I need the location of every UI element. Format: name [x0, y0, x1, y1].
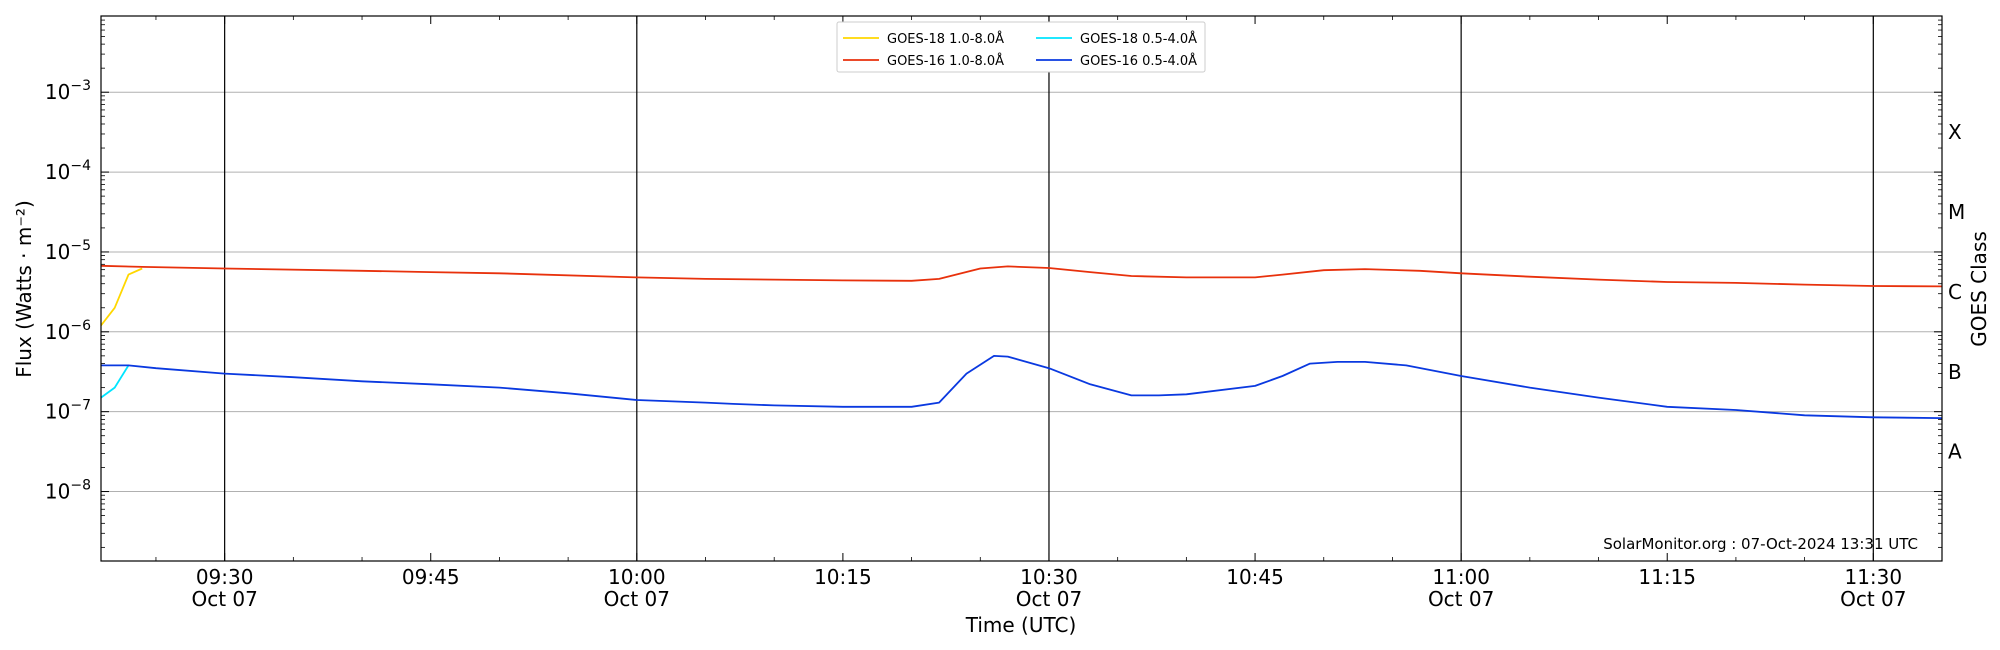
- y-tick-exponent: −3: [70, 78, 91, 94]
- goes-class-label: C: [1948, 280, 1962, 304]
- legend-label-0: GOES-18 1.0-8.0Å: [887, 31, 1004, 47]
- major-time-lines: [224, 16, 1874, 561]
- y-tick-base: 10: [45, 160, 70, 184]
- legend-label-3: GOES-16 0.5-4.0Å: [1080, 53, 1197, 69]
- series-line-1: [100, 364, 130, 399]
- legend-box: [836, 21, 1206, 73]
- y-tick-exponent: −8: [70, 478, 91, 494]
- grid-lines: [101, 91, 1942, 493]
- y-tick-label: 10−8: [45, 478, 91, 504]
- x-tick-label: 10:45: [1226, 565, 1284, 589]
- x-tick-label: 09:45: [402, 565, 460, 589]
- axis-ticks: [101, 16, 1943, 561]
- x-axis-title: Time (UTC): [965, 613, 1077, 637]
- x-tick-label: 11:30: [1844, 565, 1902, 589]
- x-tick-date-label: Oct 07: [191, 587, 257, 611]
- goes-class-axis-title: GOES Class: [1967, 231, 1991, 347]
- x-tick-label: 10:00: [608, 565, 666, 589]
- x-tick-date-label: Oct 07: [1840, 587, 1906, 611]
- source-annotation: SolarMonitor.org : 07-Oct-2024 13:31 UTC: [1603, 535, 1918, 553]
- goes-class-label: A: [1948, 440, 1962, 464]
- x-tick-label: 10:15: [814, 565, 872, 589]
- legend-label-1: GOES-18 0.5-4.0Å: [1080, 31, 1197, 47]
- goes-class-label: M: [1948, 200, 1965, 224]
- series-line-2: [100, 264, 1943, 288]
- x-tick-label: 11:00: [1432, 565, 1490, 589]
- series-lines: [100, 264, 1943, 419]
- x-tick-label: 11:15: [1638, 565, 1696, 589]
- x-tick-label: 10:30: [1020, 565, 1078, 589]
- y-tick-label: 10−6: [45, 318, 91, 344]
- x-tick-label: 09:30: [196, 565, 254, 589]
- plot-frame: [100, 15, 1943, 562]
- x-tick-date-label: Oct 07: [1428, 587, 1494, 611]
- goes-class-label: X: [1948, 120, 1962, 144]
- y-tick-label: 10−5: [45, 238, 91, 264]
- y-tick-base: 10: [45, 400, 70, 424]
- y-tick-base: 10: [45, 320, 70, 344]
- y-tick-exponent: −6: [70, 318, 91, 334]
- y-tick-label: 10−7: [45, 398, 91, 424]
- series-line-0: [100, 267, 143, 327]
- series-line-3: [101, 354, 1943, 419]
- legend: GOES-18 1.0-8.0Å GOES-18 0.5-4.0Å GOES-16 …: [836, 21, 1206, 73]
- y-tick-label: 10−4: [45, 158, 91, 184]
- y-tick-base: 10: [45, 240, 70, 264]
- y-tick-exponent: −7: [70, 398, 91, 414]
- x-tick-date-label: Oct 07: [1016, 587, 1082, 611]
- y-tick-label: 10−3: [45, 78, 91, 104]
- x-tick-date-label: Oct 07: [604, 587, 670, 611]
- y-axis-title: Flux (Watts · m⁻²): [12, 200, 36, 378]
- goes-class-labels: A B C M X: [1948, 120, 1965, 463]
- y-tick-base: 10: [45, 80, 70, 104]
- y-tick-exponent: −5: [70, 238, 91, 254]
- goes-class-label: B: [1948, 360, 1962, 384]
- legend-label-2: GOES-16 1.0-8.0Å: [887, 53, 1004, 69]
- y-tick-exponent: −4: [70, 158, 91, 174]
- y-tick-base: 10: [45, 480, 70, 504]
- y-tick-labels: 10−810−710−610−510−410−3: [45, 78, 91, 503]
